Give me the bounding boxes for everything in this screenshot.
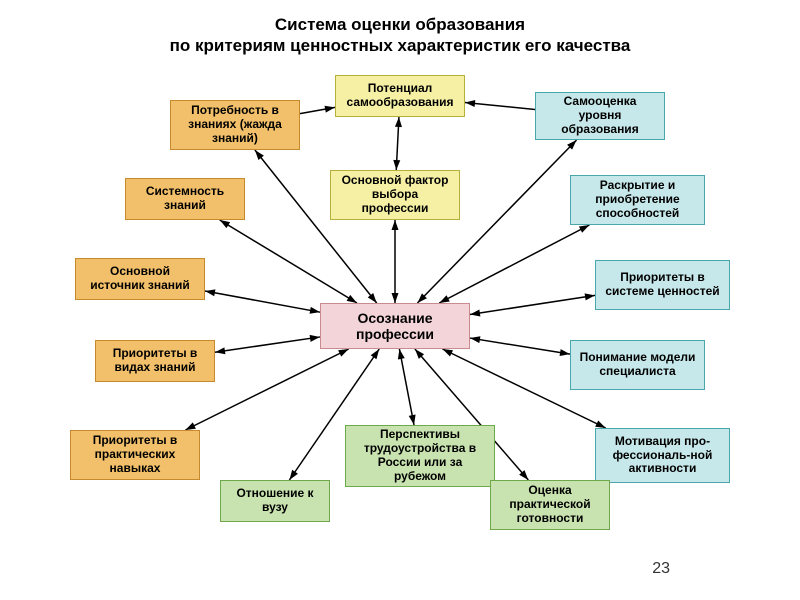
arrowhead: [220, 220, 230, 228]
node-n_model2: Понимание модели специалиста: [570, 340, 705, 390]
arrowhead: [215, 347, 225, 354]
node-n_ready: Оценка практической готовности: [490, 480, 610, 530]
edge-n_need-n_pot: [300, 107, 335, 113]
diagram-title: Система оценки образования по критериям …: [0, 14, 800, 57]
arrowhead: [392, 220, 399, 230]
arrowhead: [368, 293, 377, 303]
arrowhead: [560, 349, 570, 356]
edge-n_model2-center: [470, 338, 570, 354]
arrowhead: [519, 470, 528, 480]
node-n_priok: Приоритеты в видах знаний: [95, 340, 215, 382]
edge-n_factor-n_pot: [396, 117, 399, 170]
arrowhead: [338, 349, 349, 357]
arrowhead: [595, 420, 606, 428]
arrowhead: [579, 225, 589, 233]
arrowhead: [443, 349, 454, 357]
node-n_factor: Основной фактор выбора профессии: [330, 170, 460, 220]
arrowhead: [409, 415, 416, 425]
arrowhead: [585, 293, 595, 300]
arrowhead: [371, 349, 380, 359]
arrowhead: [470, 336, 480, 343]
arrowhead: [415, 349, 424, 359]
node-n_motiv: Мотивация про-фессиональ-ной активности: [595, 428, 730, 483]
page-number: 23: [652, 560, 670, 578]
edge-n_open-center: [439, 225, 589, 303]
node-n_system: Системность знаний: [125, 178, 245, 220]
arrowhead: [398, 349, 405, 359]
node-n_values: Приоритеты в системе ценностей: [595, 260, 730, 310]
node-n_attit: Отношение к вузу: [220, 480, 330, 522]
arrowhead: [325, 106, 335, 113]
arrowhead: [393, 160, 400, 170]
node-n_persp: Перспективы трудоустройства в России или…: [345, 425, 495, 487]
arrowhead: [310, 335, 320, 342]
edge-n_system-center: [220, 220, 357, 303]
arrowhead: [205, 289, 215, 296]
node-n_self: Самооценка уровня образования: [535, 92, 665, 140]
arrowhead: [465, 100, 475, 107]
arrowhead: [289, 470, 298, 480]
arrowhead: [185, 422, 196, 430]
arrowhead: [567, 140, 576, 150]
node-n_need: Потребность в знаниях (жажда знаний): [170, 100, 300, 150]
edge-n_priok-center: [215, 337, 320, 352]
arrowhead: [392, 293, 399, 303]
title-line-2: по критериям ценностных характеристик ег…: [170, 36, 631, 55]
title-line-1: Система оценки образования: [275, 15, 525, 34]
node-center: Осознание профессии: [320, 303, 470, 349]
arrowhead: [310, 307, 320, 314]
arrowhead: [347, 295, 357, 303]
edge-n_values-center: [470, 295, 595, 314]
arrowhead: [255, 150, 264, 160]
node-n_source: Основной источник знаний: [75, 258, 205, 300]
arrowhead: [470, 310, 480, 317]
edge-n_self-center: [417, 140, 576, 303]
edge-n_persp-center: [399, 349, 414, 425]
node-n_open: Раскрытие и приобретение способностей: [570, 175, 705, 225]
node-n_prakt: Приоритеты в практических навыках: [70, 430, 200, 480]
node-n_pot: Потенциал самообразования: [335, 75, 465, 117]
edge-n_self-n_pot: [465, 103, 535, 110]
arrowhead: [395, 117, 402, 127]
arrowhead: [417, 293, 426, 303]
arrowhead: [439, 295, 449, 303]
edge-n_source-center: [205, 291, 320, 312]
